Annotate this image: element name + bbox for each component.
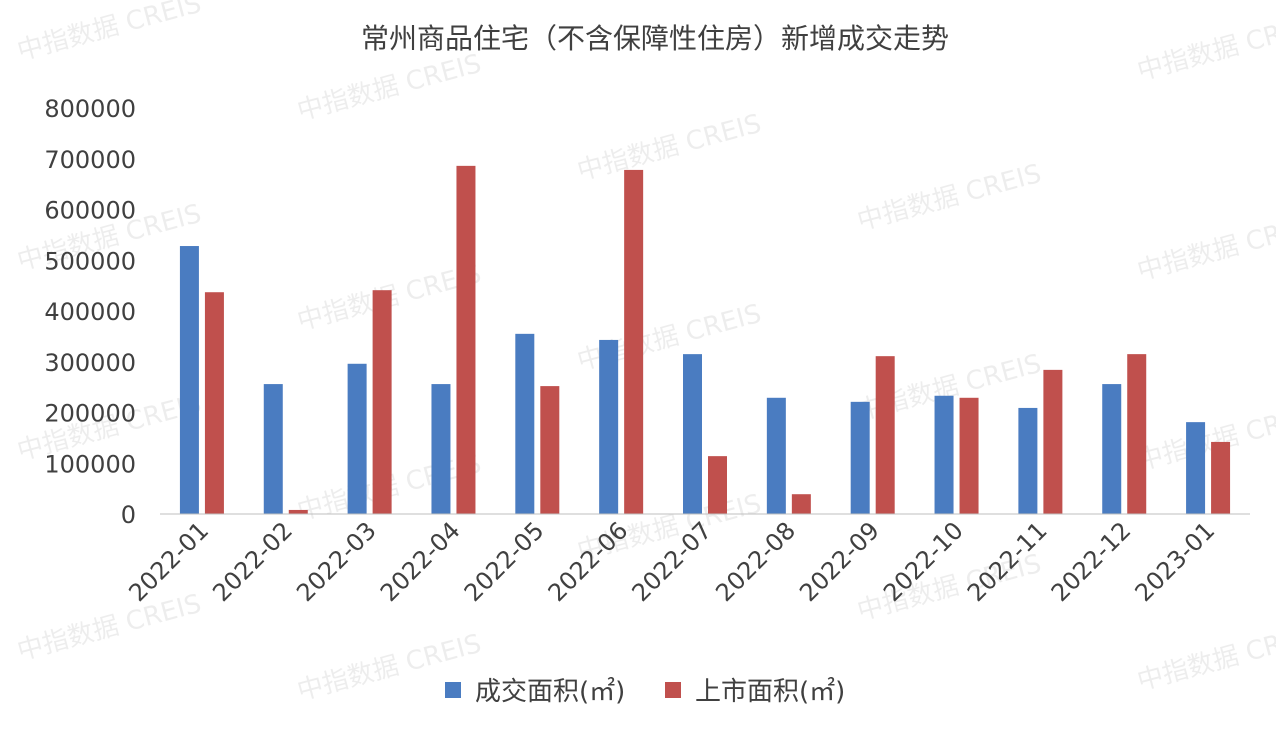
bar-supply-2022-11	[1043, 369, 1063, 514]
legend-swatch	[665, 682, 681, 698]
bar-transaction-2022-05	[515, 333, 535, 514]
bar-transaction-2022-08	[766, 397, 786, 514]
bar-transaction-2022-12	[1102, 384, 1122, 514]
x-tick-label: 2022-05	[459, 516, 550, 607]
bar-transaction-2022-03	[347, 363, 367, 514]
watermark-text: 中指数据 CREIS	[14, 0, 204, 67]
watermark-text: 中指数据 CREIS	[1134, 9, 1276, 87]
x-tick-label: 2022-01	[123, 516, 214, 607]
bars	[179, 165, 1231, 515]
legend-swatch	[445, 682, 461, 698]
x-tick-label: 2022-02	[207, 516, 298, 607]
chart-title: 常州商品住宅（不含保障性住房）新增成交走势	[361, 22, 949, 55]
bar-supply-2022-12	[1127, 354, 1147, 514]
x-tick-label: 2022-12	[1046, 516, 1137, 607]
watermark-text: 中指数据 CREIS	[14, 589, 204, 667]
x-tick-label: 2022-03	[291, 516, 382, 607]
bar-supply-2022-06	[624, 169, 644, 515]
bar-supply-2022-09	[875, 356, 895, 514]
watermark-text: 中指数据 CREIS	[294, 49, 484, 127]
x-tick-label: 2022-04	[375, 516, 466, 607]
bar-supply-2022-01	[204, 292, 224, 514]
bar-transaction-2022-07	[683, 354, 702, 514]
bar-transaction-2022-11	[1018, 407, 1038, 514]
y-tick-label: 500000	[44, 247, 136, 275]
bar-supply-2022-04	[456, 165, 476, 515]
bar-transaction-2022-01	[179, 246, 199, 515]
bar-supply-2022-02	[288, 509, 308, 514]
y-tick-label: 800000	[44, 95, 136, 123]
bar-transaction-2022-10	[934, 395, 954, 514]
x-tick-label: 2022-08	[710, 516, 801, 607]
bar-transaction-2022-04	[431, 384, 451, 514]
y-tick-label: 700000	[44, 146, 136, 174]
bar-supply-2022-10	[959, 397, 979, 514]
y-tick-label: 300000	[44, 349, 136, 377]
bar-supply-2022-08	[791, 494, 811, 514]
watermark-text: 中指数据 CREIS	[1134, 619, 1276, 697]
legend: 成交面积(㎡) 上市面积(㎡)	[445, 677, 845, 707]
bar-transaction-2022-06	[599, 339, 619, 514]
y-tick-label: 400000	[44, 298, 136, 326]
y-axis: 0 100000 200000 300000 400000 500000 600000 700…	[44, 95, 136, 529]
bar-supply-2022-07	[708, 456, 727, 514]
bar-transaction-2022-09	[850, 401, 870, 514]
bar-supply-2022-05	[540, 386, 560, 514]
watermark-text: 中指数据 CREIS	[1134, 209, 1276, 287]
bar-supply-2022-03	[372, 290, 392, 514]
watermark-text: 中指数据 CREIS	[574, 109, 764, 187]
y-tick-label: 100000	[44, 450, 136, 478]
legend-label: 成交面积(㎡)	[475, 677, 625, 707]
watermark-text: 中指数据 CREIS	[854, 159, 1044, 237]
y-tick-label: 600000	[44, 197, 136, 225]
legend-label: 上市面积(㎡)	[695, 677, 845, 707]
x-tick-label: 2023-01	[1130, 516, 1221, 607]
y-tick-label: 0	[121, 501, 136, 529]
x-tick-label: 2022-06	[543, 516, 634, 607]
bar-supply-2023-01	[1211, 441, 1231, 514]
bar-transaction-2023-01	[1186, 422, 1206, 514]
y-tick-label: 200000	[44, 400, 136, 428]
bar-transaction-2022-02	[263, 384, 283, 514]
